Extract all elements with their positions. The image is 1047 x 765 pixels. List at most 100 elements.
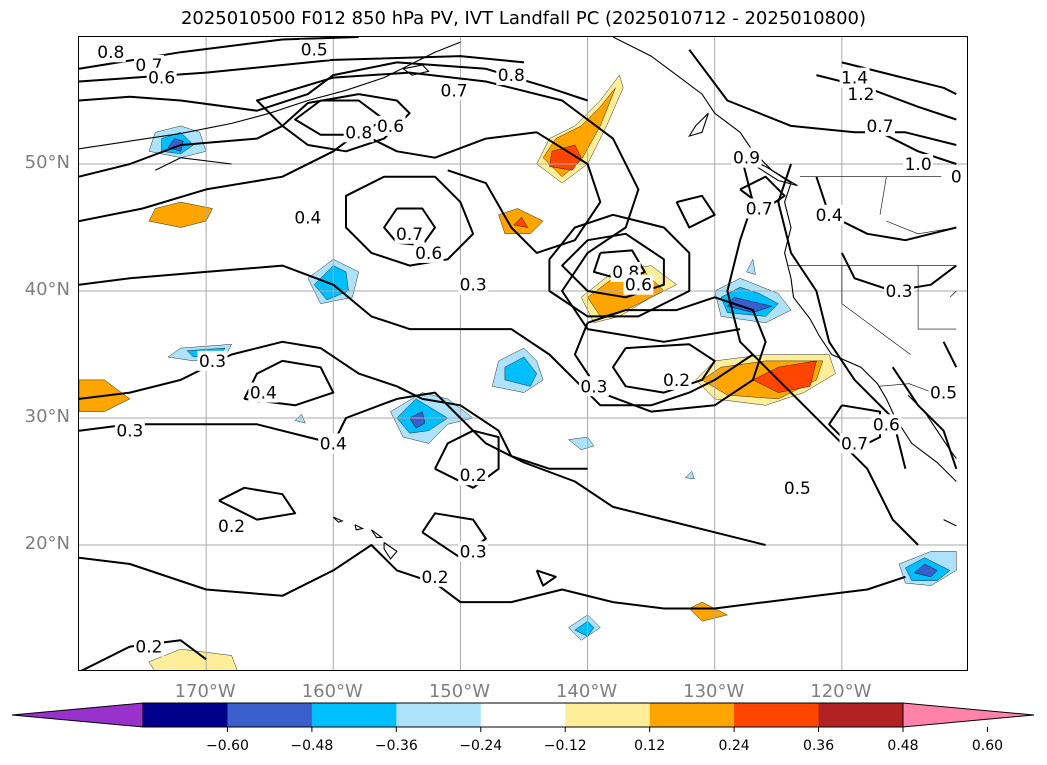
ivt-contour-line — [891, 366, 958, 470]
contour-label-bg — [744, 198, 775, 219]
contour-label-bg — [413, 242, 444, 263]
contour-label: 0.5 — [930, 384, 957, 404]
ivt-contour-line — [79, 264, 754, 407]
coastline — [612, 37, 957, 482]
coastline — [332, 516, 344, 523]
contour-label: 0.6 — [377, 117, 404, 137]
colorbar-segment — [565, 703, 651, 727]
pv-shade-region — [746, 258, 756, 275]
pv-shade-region — [685, 470, 695, 480]
colorbar-tick-label: −0.12 — [543, 738, 587, 754]
contour-label: 0.2 — [663, 371, 690, 391]
contour-label-bg — [114, 420, 145, 441]
pv-shade-region — [513, 216, 529, 228]
colorbar-tick-label: 0.12 — [634, 738, 666, 754]
colorbar-tick-label: 0.36 — [802, 738, 835, 754]
pv-shade-region — [688, 601, 728, 622]
contour-label-bg — [839, 67, 870, 88]
contour-label: 1.0 — [905, 155, 932, 175]
contour-label-layer: 0.8 0.50.70.6 0.80.70.60.80.40.70.60.30.80… — [95, 39, 967, 658]
political-border — [879, 176, 887, 215]
colorbar-segment — [143, 703, 228, 727]
ivt-contour-line — [421, 512, 487, 559]
contour-label: 0.3 — [199, 352, 226, 372]
colorbar-tick-label: 0.60 — [971, 738, 1004, 754]
colorbar-outline — [142, 702, 904, 728]
map-title: 2025010500 F012 850 hPa PV, IVT Landfall… — [180, 8, 867, 29]
ivt-contour-line — [79, 391, 766, 546]
contour-label: 0.4 — [250, 384, 277, 404]
longitude-label: 120°W — [810, 681, 872, 702]
contour-label-bg — [578, 376, 609, 397]
colorbar-tick-label: −0.60 — [205, 738, 249, 754]
map-panel: 0.8 0.5 0.7 0.6 0.8 0.7 0.6 0.8 0.4 0.7 0.6 0.3 0.8 0… — [78, 36, 968, 671]
contour-label: 0.3 — [886, 282, 913, 302]
pv-shade-region — [913, 563, 938, 578]
contour-label: 0.2 — [135, 638, 162, 658]
contour-label: 0.8 — [345, 123, 372, 143]
contour-label: 0.2 — [421, 568, 448, 588]
contour-label-bg — [343, 122, 374, 143]
political-border — [886, 220, 957, 235]
contour-label: 0.5 — [784, 479, 811, 499]
contour-label-bg — [814, 204, 845, 225]
ivt-contour-line — [777, 163, 907, 470]
contour-label-bg — [782, 477, 813, 498]
ivt-contour-line — [548, 213, 691, 318]
ivt-contour-line — [79, 131, 602, 254]
ivt-contour-line — [726, 151, 919, 546]
coastline — [383, 542, 398, 560]
contour-label-bg — [197, 350, 228, 371]
pv-shade-region — [504, 356, 537, 387]
colorbar-segment — [818, 703, 904, 727]
ivt-contour-line — [816, 74, 957, 121]
longitude-label: 130°W — [683, 681, 745, 702]
latitude-label: 20°N — [24, 533, 70, 554]
contour-label: 0.6 — [625, 276, 652, 296]
ivt-contour-line — [218, 486, 297, 521]
colorbar-segment — [480, 703, 566, 727]
coastline — [79, 41, 461, 150]
contour-label: 0.7 — [441, 81, 468, 101]
coastline-layer — [79, 37, 957, 560]
ivt-contour-line — [879, 131, 957, 165]
coastline — [370, 529, 384, 538]
pv-shade-region — [148, 201, 213, 228]
contour-label-bg — [248, 382, 279, 403]
colorbar-extend-low — [11, 702, 144, 728]
contour-label: 0.3 — [580, 377, 607, 397]
coastline — [401, 64, 430, 76]
contour-label-bg — [941, 166, 967, 187]
map-canvas: 0.8 0.50.70.6 0.80.70.60.80.40.70.60.30.80… — [79, 37, 967, 670]
colorbar-segment — [734, 703, 820, 727]
colorbar-segment — [396, 703, 482, 727]
contour-label-bg — [661, 369, 692, 390]
contour-label: 0.3 — [460, 542, 487, 562]
contour-label: 0.4 — [294, 208, 321, 228]
contour-label: 0.7 — [841, 434, 868, 454]
contour-label: 0.8 — [97, 43, 124, 63]
colorbar-segment — [311, 703, 397, 727]
pv-shade-region — [294, 413, 306, 424]
coastline — [943, 519, 957, 527]
contour-label: 0.6 — [415, 244, 442, 264]
longitude-label: 140°W — [555, 681, 618, 702]
colorbar-tick-label: −0.48 — [290, 738, 334, 754]
contour-label-bg — [420, 566, 450, 587]
ivt-contour-line — [79, 37, 359, 70]
contour-label: 0.7 — [866, 117, 893, 137]
ivt-contour-line — [79, 340, 588, 470]
contour-label-bg — [458, 274, 489, 295]
contour-label-bg — [884, 281, 915, 301]
colorbar-tick-label: −0.24 — [459, 738, 503, 754]
ivt-contour-line — [79, 544, 906, 610]
contour-label: 0.4 — [320, 434, 347, 454]
political-border — [949, 290, 957, 298]
political-border — [841, 265, 911, 355]
contour-label: 0.4 — [816, 206, 843, 226]
contour-label-bg — [299, 39, 330, 60]
contour-label-bg — [928, 382, 959, 403]
contour-label-bg — [458, 541, 489, 562]
latitude-label: 50°N — [24, 152, 70, 173]
latitude-label: 30°N — [24, 406, 70, 427]
